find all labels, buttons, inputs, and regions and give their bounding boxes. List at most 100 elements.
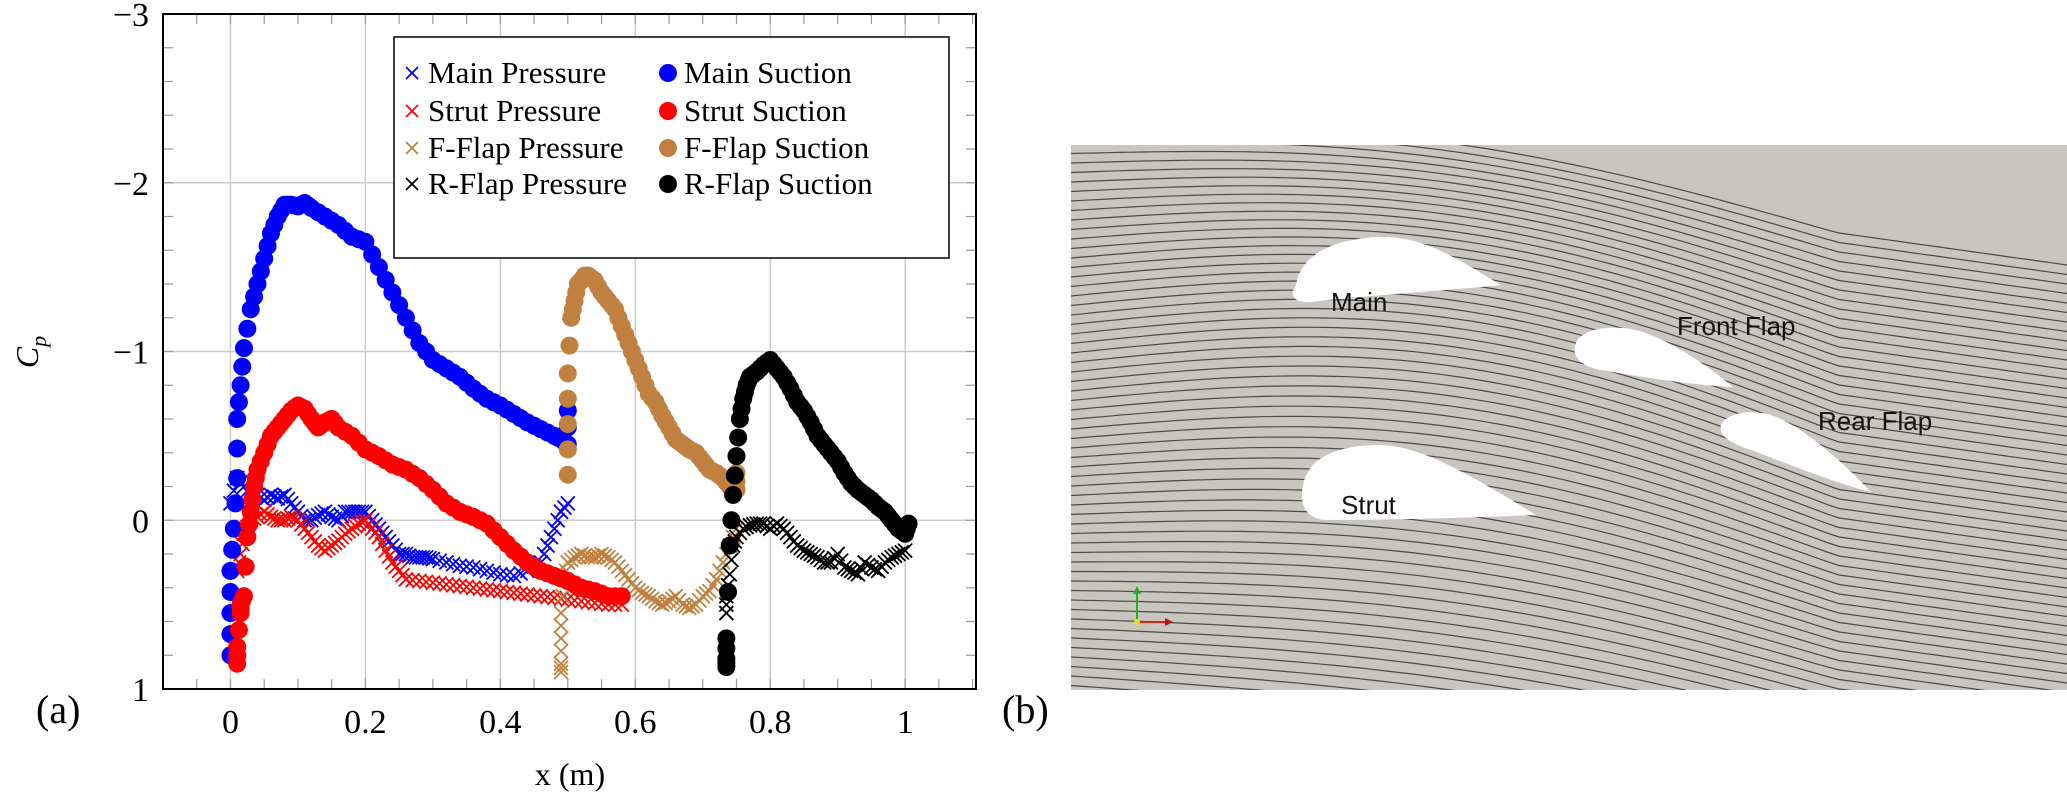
streamline: [1071, 646, 1526, 690]
panel-label-b: (b): [1002, 687, 1049, 732]
streamline: [1071, 307, 2067, 466]
y-tick-label: 0: [132, 503, 149, 540]
data-point: [727, 447, 746, 466]
plot-frame: [162, 13, 977, 690]
streamline: [1071, 227, 2067, 380]
triad-x-arrow: [1165, 618, 1173, 626]
data-point: [479, 581, 495, 598]
streamline: [1071, 415, 2067, 570]
data-point: [228, 410, 247, 428]
data-point: [229, 620, 248, 639]
strut-airfoil: [1301, 445, 1536, 520]
legend: Main Pressure Main Suction Strut Pressure S…: [393, 36, 950, 259]
data-point: [558, 465, 577, 484]
streamline: [1071, 202, 2067, 352]
streamline: [1071, 219, 2067, 371]
y-axis-title: Cp: [9, 336, 51, 368]
data-point: [485, 582, 502, 598]
streamline: [1071, 176, 2067, 323]
legend-label: Main Pressure: [428, 55, 606, 90]
data-point: [506, 585, 522, 601]
streamline: [1071, 580, 1852, 690]
data-point: [553, 660, 569, 676]
axis-triad-icon: [1133, 586, 1173, 626]
data-point: [313, 505, 330, 522]
main-airfoil: [1292, 236, 1501, 303]
data-point: [558, 440, 577, 459]
y-tick-label: 1: [132, 672, 149, 709]
streamline: [1071, 618, 1688, 690]
data-point: [458, 579, 475, 595]
data-point: [558, 389, 577, 408]
streamline: [1071, 637, 1587, 690]
streamline: [1071, 326, 2067, 485]
data-point: [539, 589, 556, 605]
streamline: [1071, 589, 1809, 690]
triad-origin: [1134, 619, 1140, 625]
streamline: [1071, 478, 2067, 627]
cp-chart: 0 0.2 0.4 0.6 0.8 1 −3 −2 −1 0 1 x (m) Cp Main Pre…: [9, 0, 977, 792]
data-point: [458, 559, 475, 575]
streamline: [1071, 675, 1266, 690]
data-point: [539, 537, 556, 554]
legend-marker-icon: [659, 64, 677, 82]
streamline-plot: Main Strut Front Flap Rear Flap: [1071, 145, 2067, 690]
data-point: [723, 552, 740, 568]
data-point: [452, 558, 468, 574]
data-point: [819, 554, 836, 571]
data-series: [221, 194, 918, 680]
legend-marker-icon: [405, 177, 419, 191]
data-point: [234, 587, 253, 606]
streamline: [1071, 345, 2067, 504]
data-point: [391, 546, 407, 562]
streamline: [1071, 289, 2067, 447]
data-point: [560, 495, 576, 512]
legend-entry: Strut Pressure: [405, 93, 601, 128]
legend-entry: Main Pressure: [405, 55, 606, 90]
x-tick-label: 0.2: [344, 704, 387, 741]
svg-text:Cp: Cp: [9, 336, 51, 368]
data-point: [897, 542, 913, 559]
x-tick-label: 0.4: [479, 704, 522, 741]
streamline: [1071, 499, 2067, 646]
data-point: [553, 605, 569, 621]
data-point: [223, 540, 242, 559]
legend-marker-icon: [405, 141, 419, 155]
streamline: [1071, 253, 2067, 409]
data-point: [558, 415, 577, 434]
rear-flap-label: Rear Flap: [1818, 406, 1932, 436]
series-r-flap-pressure: [718, 515, 913, 621]
streamline: [1071, 570, 1919, 690]
strut-label: Strut: [1341, 490, 1397, 520]
legend-entry: F-Flap Suction: [659, 130, 870, 165]
streamline: [1071, 509, 2067, 656]
streamline: [1071, 561, 1986, 690]
data-point: [749, 515, 765, 532]
data-point: [719, 582, 738, 601]
data-point: [553, 618, 569, 634]
legend-marker-icon: [659, 139, 677, 157]
legend-marker-icon: [405, 66, 419, 80]
data-point: [238, 319, 257, 338]
data-point: [228, 469, 247, 488]
streamline: [1071, 159, 2067, 304]
data-point: [806, 548, 822, 564]
streamline: [1071, 244, 2067, 399]
legend-label: Main Suction: [684, 55, 852, 90]
data-point: [351, 504, 367, 520]
x-tick-label: 1: [897, 704, 914, 741]
legend-label: Strut Suction: [684, 93, 847, 128]
streamline: [1071, 185, 2067, 333]
legend-label: F-Flap Pressure: [428, 130, 623, 165]
streamline: [1071, 436, 2067, 589]
y-axis-title-sub: p: [26, 336, 51, 349]
streamline: [1071, 488, 2067, 637]
data-point: [550, 512, 566, 528]
data-point: [445, 577, 461, 593]
data-point: [438, 576, 455, 593]
data-point: [472, 580, 488, 597]
triad-y-arrow: [1133, 586, 1141, 594]
data-point: [224, 519, 243, 538]
data-point: [411, 573, 428, 589]
data-point: [558, 364, 577, 383]
